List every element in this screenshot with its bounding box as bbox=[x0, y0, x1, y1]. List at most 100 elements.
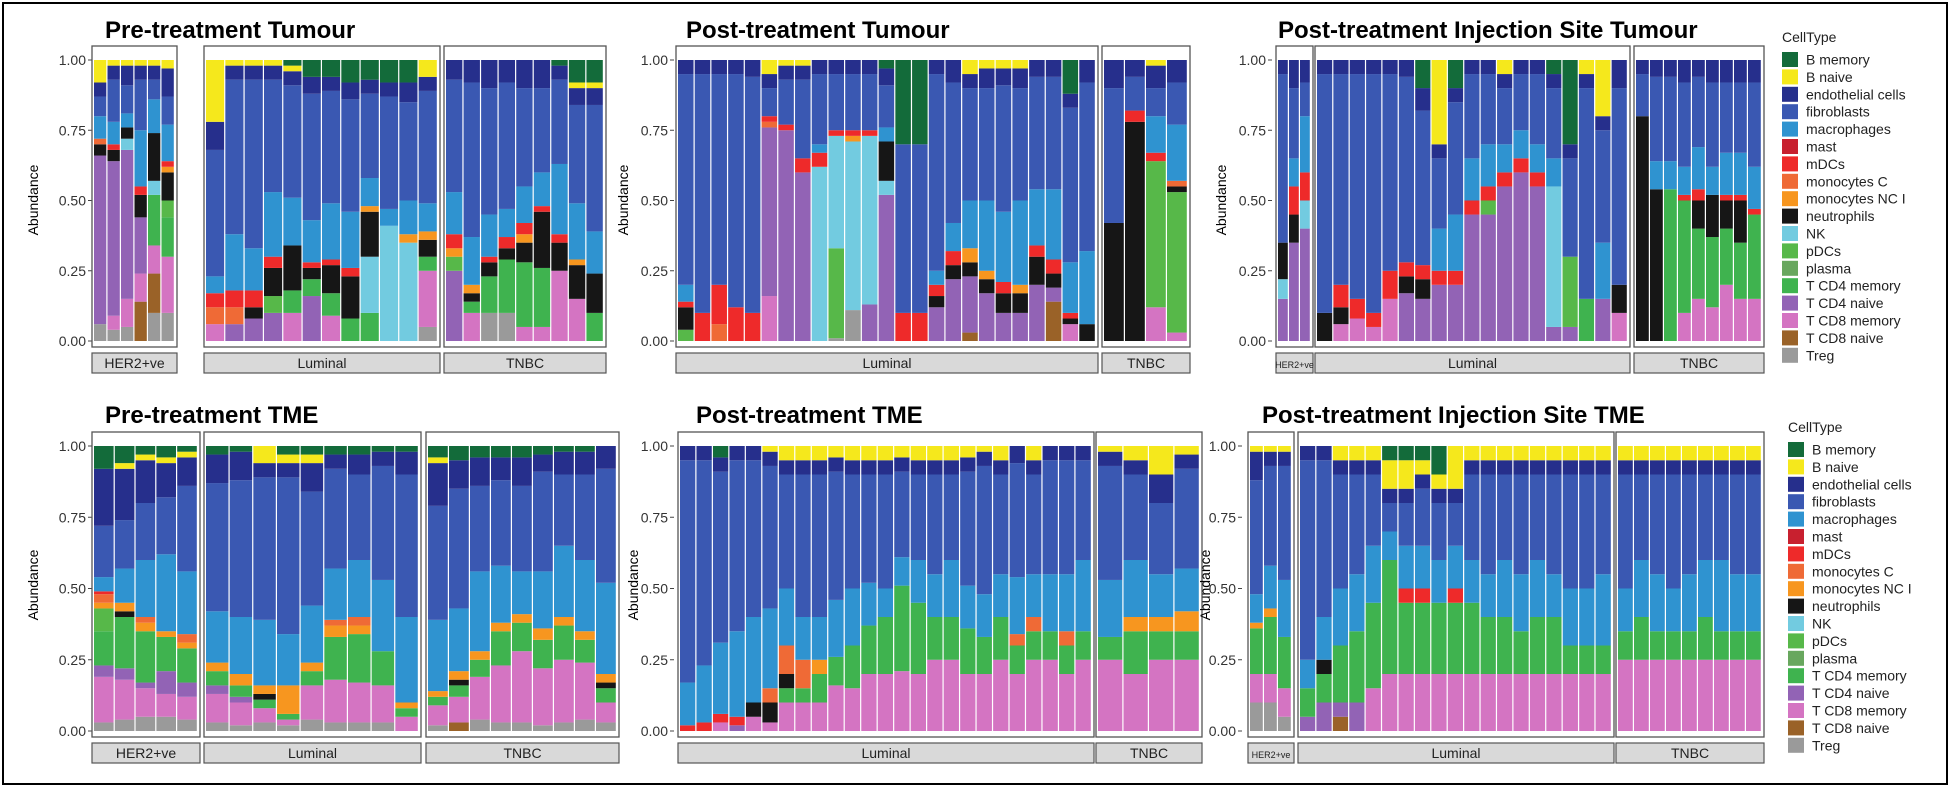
bar-segment bbox=[995, 211, 1012, 282]
bar-segment bbox=[1447, 270, 1464, 285]
bar-segment bbox=[728, 60, 744, 75]
bar-segment bbox=[177, 696, 197, 720]
bar-segment bbox=[1513, 460, 1529, 475]
bar-segment bbox=[554, 625, 574, 660]
bar-segment bbox=[1579, 474, 1595, 589]
bar-segment bbox=[300, 463, 324, 492]
legend-swatch bbox=[1782, 69, 1798, 85]
legend-item: monocytes NC I bbox=[1806, 191, 1906, 207]
bar-segment bbox=[107, 329, 120, 341]
bar-segment bbox=[206, 293, 225, 308]
bar-segment bbox=[1682, 446, 1697, 461]
bar-segment bbox=[107, 60, 120, 66]
bar-segment bbox=[1546, 158, 1562, 187]
bar-segment bbox=[277, 463, 300, 478]
facet-label: TNBC bbox=[1671, 745, 1709, 761]
bar-segment bbox=[516, 60, 533, 89]
bar-segment bbox=[1366, 326, 1382, 341]
bar-segment bbox=[324, 722, 347, 731]
bar-segment bbox=[1650, 574, 1665, 632]
bar-segment bbox=[1365, 460, 1381, 475]
bar-segment bbox=[694, 60, 711, 75]
bar-segment bbox=[1578, 88, 1595, 299]
bar-segment bbox=[1317, 60, 1333, 75]
bar-segment bbox=[324, 625, 347, 637]
bar-segment bbox=[575, 662, 595, 720]
bar-segment bbox=[177, 719, 197, 731]
bar-segment bbox=[277, 685, 300, 714]
bar-segment bbox=[1431, 60, 1447, 145]
bar-segment bbox=[134, 186, 147, 195]
y-tick-label: 1.00 bbox=[641, 52, 668, 68]
bar-segment bbox=[161, 172, 174, 201]
bar-segment bbox=[148, 79, 161, 100]
bar-segment bbox=[395, 451, 418, 475]
bar-segment bbox=[596, 688, 616, 703]
bar-segment bbox=[512, 722, 532, 731]
bar-segment bbox=[1079, 60, 1095, 83]
bar-segment bbox=[976, 451, 992, 466]
facet-strip bbox=[677, 742, 1095, 764]
legend-swatch bbox=[1788, 563, 1804, 579]
bar-segment bbox=[1332, 446, 1349, 461]
bar-segment bbox=[1546, 186, 1562, 327]
bar-segment bbox=[134, 194, 147, 218]
y-axis-label: Abundance bbox=[25, 164, 41, 235]
bar-segment bbox=[341, 318, 360, 341]
bar-segment bbox=[121, 60, 134, 66]
bar-segment bbox=[114, 446, 135, 464]
bar-segment bbox=[1682, 631, 1697, 660]
bar-segment bbox=[449, 460, 469, 489]
bar-segment bbox=[928, 60, 945, 75]
bar-segment bbox=[1578, 74, 1595, 89]
bar-segment bbox=[322, 60, 341, 77]
bar-segment bbox=[1447, 488, 1464, 503]
bar-segment bbox=[1300, 446, 1316, 461]
bar-segment bbox=[1497, 674, 1513, 731]
bar-segment bbox=[206, 276, 225, 294]
bar-segment bbox=[1098, 579, 1123, 637]
bar-segment bbox=[1300, 460, 1316, 660]
bar-segment bbox=[1365, 688, 1381, 731]
bar-segment bbox=[1720, 284, 1733, 341]
bar-segment bbox=[1317, 74, 1333, 313]
bar-segment bbox=[1447, 214, 1464, 271]
bar-segment bbox=[1634, 474, 1649, 560]
bar-segment bbox=[1730, 574, 1745, 632]
bar-segment bbox=[229, 446, 253, 452]
bar-segment bbox=[470, 659, 490, 677]
legend-item: T CD4 memory bbox=[1812, 668, 1907, 684]
bar-segment bbox=[1398, 545, 1414, 589]
bar-segment bbox=[910, 460, 926, 475]
bar-segment bbox=[470, 651, 490, 660]
bar-segment bbox=[878, 85, 895, 128]
bar-segment bbox=[134, 79, 147, 131]
bar-segment bbox=[470, 446, 490, 458]
bar-segment bbox=[828, 457, 844, 472]
bar-segment bbox=[516, 186, 533, 223]
bar-segment bbox=[1300, 716, 1316, 731]
bar-segment bbox=[253, 463, 276, 478]
bar-segment bbox=[491, 565, 511, 623]
bar-segment bbox=[943, 446, 959, 461]
bar-segment bbox=[114, 668, 135, 680]
bar-segment bbox=[1349, 318, 1365, 341]
bar-segment bbox=[1278, 716, 1291, 731]
bar-segment bbox=[762, 722, 778, 731]
bar-segment bbox=[516, 242, 533, 263]
bar-segment bbox=[1059, 645, 1075, 674]
bar-segment bbox=[1618, 460, 1633, 475]
bar-segment bbox=[134, 130, 147, 187]
bar-segment bbox=[1146, 88, 1166, 117]
bar-segment bbox=[1075, 446, 1091, 461]
bar-segment bbox=[1026, 446, 1042, 461]
bar-segment bbox=[206, 483, 229, 612]
bar-segment bbox=[1382, 270, 1398, 299]
bar-segment bbox=[1714, 560, 1729, 632]
bar-segment bbox=[993, 446, 1009, 461]
bar-segment bbox=[1026, 574, 1042, 617]
bar-segment bbox=[762, 465, 778, 609]
bar-segment bbox=[596, 682, 616, 689]
bar-segment bbox=[533, 172, 551, 207]
legend-swatch bbox=[1782, 121, 1798, 137]
